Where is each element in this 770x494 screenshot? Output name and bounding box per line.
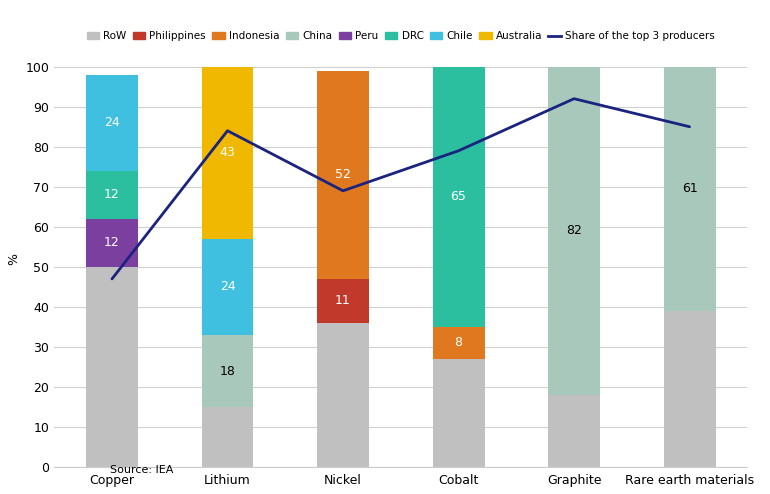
Bar — [86, 171, 138, 219]
Bar — [548, 67, 600, 395]
Text: 11: 11 — [335, 294, 351, 307]
Bar — [664, 67, 715, 311]
Share of the top 3 producers — [107, 276, 116, 282]
Bar — [317, 323, 369, 467]
Bar — [433, 359, 484, 467]
Share of the top 3 producers — [685, 124, 695, 130]
Y-axis label: %: % — [7, 253, 20, 265]
Bar — [202, 67, 253, 239]
Text: 61: 61 — [681, 182, 698, 195]
Text: Source: IEA: Source: IEA — [109, 465, 173, 475]
Bar — [433, 67, 484, 327]
Share of the top 3 producers — [454, 148, 463, 154]
Text: 52: 52 — [335, 168, 351, 181]
Bar — [317, 279, 369, 323]
Text: 24: 24 — [219, 281, 236, 293]
Line: Share of the top 3 producers: Share of the top 3 producers — [112, 99, 690, 279]
Text: 43: 43 — [219, 146, 236, 159]
Bar — [86, 75, 138, 171]
Text: 24: 24 — [104, 116, 120, 129]
Share of the top 3 producers — [338, 188, 347, 194]
Text: 12: 12 — [104, 188, 120, 202]
Share of the top 3 producers — [570, 96, 579, 102]
Text: 82: 82 — [566, 224, 582, 237]
Bar — [433, 327, 484, 359]
Bar — [86, 267, 138, 467]
Bar — [317, 71, 369, 279]
Legend: RoW, Philippines, Indonesia, China, Peru, DRC, Chile, Australia, Share of the to: RoW, Philippines, Indonesia, China, Peru… — [87, 31, 715, 41]
Share of the top 3 producers — [223, 128, 232, 134]
Bar — [202, 407, 253, 467]
Text: 18: 18 — [219, 365, 236, 377]
Bar — [202, 239, 253, 335]
Text: 12: 12 — [104, 236, 120, 249]
Bar — [548, 395, 600, 467]
Text: 8: 8 — [454, 336, 463, 349]
Bar — [664, 311, 715, 467]
Bar — [202, 335, 253, 407]
Text: 65: 65 — [450, 190, 467, 204]
Bar — [86, 219, 138, 267]
